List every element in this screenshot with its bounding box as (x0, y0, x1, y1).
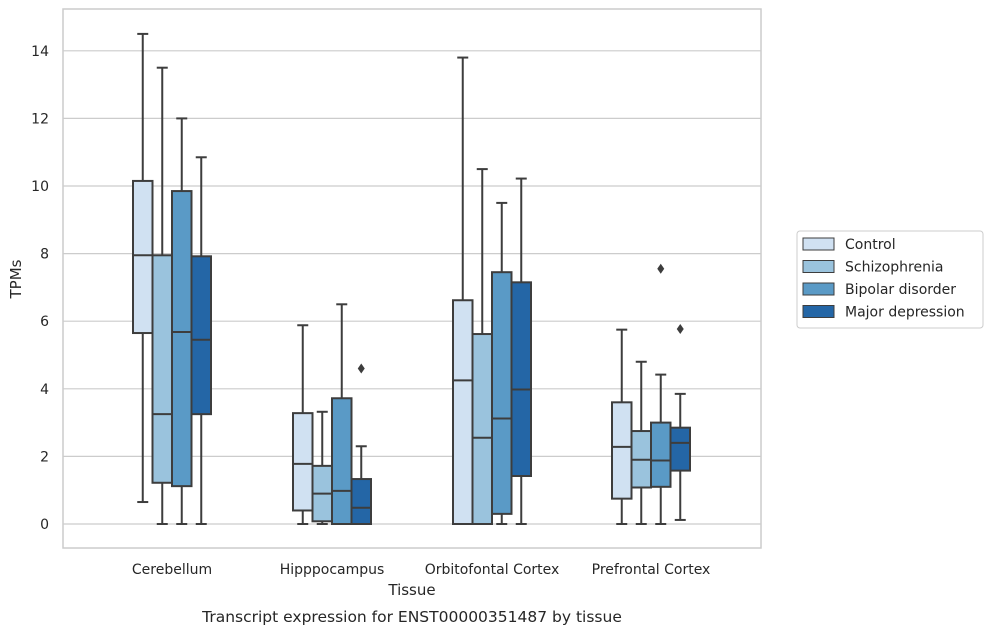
legend: Control Schizophrenia Bipolar disorder Majo… (796, 230, 984, 329)
box-group (311, 410, 333, 525)
legend-frame (796, 230, 984, 329)
y-tick-label: 12 (31, 111, 49, 127)
box (292, 412, 314, 512)
y-axis-ticks: 0 2 4 6 8 10 12 14 (31, 44, 49, 533)
box (471, 333, 493, 525)
legend-swatch (802, 260, 835, 273)
legend-swatch (802, 237, 835, 251)
x-tick-label: Orbitofontal Cortex (425, 562, 560, 578)
box-group (331, 303, 353, 526)
box-group (151, 66, 173, 525)
legend-swatch (802, 305, 835, 318)
box-group (452, 56, 474, 525)
x-axis-label: Tissue (387, 581, 435, 599)
box-group (510, 177, 532, 525)
x-tick-label: Prefrontal Cortex (592, 562, 711, 578)
legend-label: Bipolar disorder (845, 282, 956, 298)
outlier-marker (357, 363, 365, 374)
box (510, 281, 532, 478)
box-group (669, 323, 691, 521)
box (650, 421, 672, 488)
box-group (650, 263, 672, 525)
x-axis-ticks: Cerebellum Hipppocampus Orbitofontal Corte… (132, 562, 710, 578)
box (151, 254, 173, 484)
box-group (491, 201, 513, 525)
box (171, 190, 193, 488)
box (669, 426, 691, 472)
legend-label: Control (845, 237, 896, 253)
legend-swatch (802, 282, 835, 296)
y-tick-label: 4 (40, 382, 49, 398)
legend-items: Control Schizophrenia Bipolar disorder Majo… (802, 237, 965, 321)
y-tick-label: 6 (40, 314, 49, 330)
box (190, 255, 212, 416)
y-axis-label: TPMs (7, 259, 25, 299)
box-group (132, 32, 154, 504)
x-tick-label: Hipppocampus (280, 562, 385, 578)
legend-label: Schizophrenia (845, 260, 943, 276)
box (350, 478, 372, 525)
box (132, 179, 154, 335)
box-plot-series (132, 32, 691, 526)
box-group (350, 363, 372, 525)
box (331, 397, 353, 526)
box-group (611, 328, 633, 525)
outlier-marker (657, 263, 665, 274)
x-tick-label: Cerebellum (132, 562, 212, 578)
y-tick-label: 0 (40, 517, 49, 533)
y-tick-label: 2 (40, 449, 49, 465)
box (452, 299, 474, 525)
plot-frame (62, 8, 762, 549)
box (611, 401, 633, 500)
box-group (171, 117, 193, 525)
chart-caption: Transcript expression for ENST0000035148… (201, 608, 622, 626)
box-group (292, 324, 314, 525)
y-tick-label: 10 (31, 179, 49, 195)
box-group (190, 156, 212, 525)
box-group (630, 360, 652, 525)
outlier-marker (676, 323, 684, 334)
box-group (471, 168, 493, 525)
y-tick-label: 14 (31, 44, 49, 60)
box (491, 271, 513, 515)
legend-label: Major depression (845, 305, 965, 321)
y-tick-label: 8 (40, 247, 49, 263)
